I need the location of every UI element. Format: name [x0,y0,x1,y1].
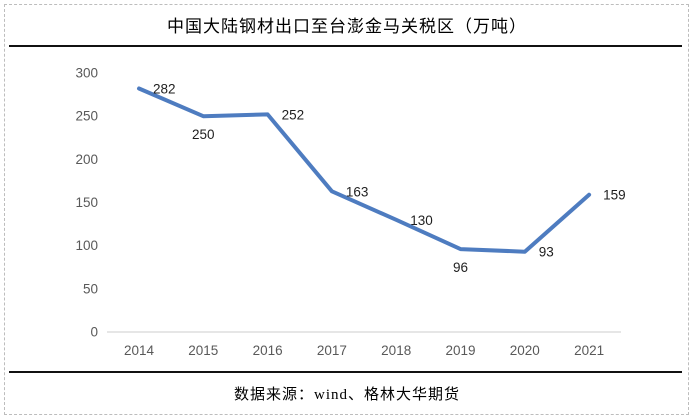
data-source-note: 数据来源：wind、格林大华期货 [233,386,460,403]
x-axis-tick-label: 2015 [188,343,218,358]
y-axis-tick-label: 300 [75,66,98,81]
data-point-label: 163 [346,184,369,199]
x-axis-tick-label: 2017 [317,343,347,358]
data-point-label: 282 [153,82,176,97]
data-point-label: 159 [603,188,626,203]
x-axis-tick-label: 2018 [381,343,411,358]
x-axis-tick-label: 2020 [510,343,540,358]
data-point-label: 130 [410,213,433,228]
x-axis-tick-label: 2019 [445,343,475,358]
x-axis-tick-label: 2014 [124,343,155,358]
y-axis-tick-label: 250 [75,109,98,124]
data-point-label: 96 [453,260,468,275]
y-axis-tick-label: 0 [90,325,98,340]
data-point-label: 252 [282,107,305,122]
y-axis-tick-label: 100 [75,238,98,253]
x-axis-tick-label: 2021 [574,343,604,358]
y-axis-tick-label: 150 [75,195,98,210]
chart-title: 中国大陆钢材出口至台澎金马关税区（万吨） [167,16,527,36]
trend-line [137,86,592,254]
y-axis-tick-label: 50 [83,281,98,296]
data-point-label: 250 [192,127,215,142]
x-axis-tick-label: 2016 [253,343,283,358]
y-axis-tick-label: 200 [75,152,98,167]
data-point-label: 93 [539,245,554,260]
footer-separator-rule [9,371,682,373]
title-separator-rule [9,45,682,47]
